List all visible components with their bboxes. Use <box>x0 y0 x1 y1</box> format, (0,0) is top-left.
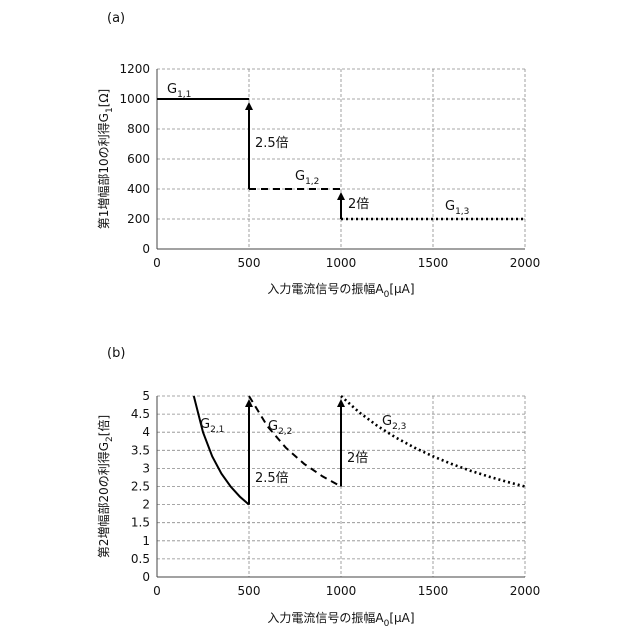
y-axis-title-unit: [Ω] <box>97 89 111 108</box>
y-axis-title-main: 第1増幅部10の利得G <box>96 113 111 229</box>
y-tick-label: 1 <box>142 534 150 548</box>
x-axis-title-unit: [μA] <box>389 611 414 625</box>
series-label-1-2: G1,2 <box>295 169 319 187</box>
y-tick-label: 3.5 <box>131 443 150 457</box>
series-label-main: G <box>445 199 455 214</box>
y-axis-title-main: 第2増幅部20の利得G <box>96 442 111 558</box>
jump-label: 2倍 <box>348 197 369 212</box>
y-tick-label: 2.5 <box>131 480 150 494</box>
x-tick-label: 0 <box>153 584 161 598</box>
y-tick-label: 4 <box>142 425 150 439</box>
y-tick-label: 0.5 <box>131 552 150 566</box>
y-tick-label: 2 <box>142 498 150 512</box>
y-tick-label: 5 <box>142 389 150 403</box>
y-tick-label: 1000 <box>119 92 150 106</box>
x-axis-title-main: 入力電流信号の振幅A <box>267 610 384 625</box>
jump-label: 2.5倍 <box>255 136 289 151</box>
series-label-1-1: G1,1 <box>167 82 191 100</box>
y-axis-title-unit: [倍] <box>96 415 111 436</box>
series-label-main: G <box>200 417 210 432</box>
series-label-main: G <box>382 414 392 429</box>
y-tick-label: 600 <box>127 152 150 166</box>
x-tick-label: 500 <box>238 584 261 598</box>
series-label-subscript: 2,2 <box>278 427 292 437</box>
series-label-subscript: 1,2 <box>305 177 319 187</box>
x-tick-label: 1500 <box>418 256 449 270</box>
chart-panel-a: (a) 0 200 400 600 800 1000 1200 0 500 1000 1500 2000… <box>96 11 540 300</box>
series-label-main: G <box>167 82 177 97</box>
series-label-2-2: G2,2 <box>268 419 292 437</box>
y-tick-label: 800 <box>127 122 150 136</box>
x-tick-label: 1000 <box>326 584 357 598</box>
series-label-2-3: G2,3 <box>382 414 406 432</box>
y-tick-label: 1200 <box>119 62 150 76</box>
x-axis-title-main: 入力電流信号の振幅A <box>267 281 384 296</box>
series-label-subscript: 1,1 <box>177 90 191 100</box>
series-label-subscript: 2,1 <box>210 425 224 435</box>
y-axis-title: 第2増幅部20の利得G2[倍] <box>96 415 115 558</box>
panel-label: (b) <box>107 346 125 361</box>
series-label-main: G <box>268 419 278 434</box>
series-label-subscript: 1,3 <box>455 207 469 217</box>
y-tick-label: 4.5 <box>131 407 150 421</box>
y-tick-label: 0 <box>142 242 150 256</box>
x-tick-label: 1000 <box>326 256 357 270</box>
y-tick-label: 400 <box>127 182 150 196</box>
x-tick-label: 1500 <box>418 584 449 598</box>
panel-label: (a) <box>107 11 125 26</box>
x-tick-label: 500 <box>238 256 261 270</box>
x-axis-title-unit: [μA] <box>389 282 414 296</box>
jump-label: 2.5倍 <box>255 471 289 486</box>
series-label-main: G <box>295 169 305 184</box>
x-tick-label: 0 <box>153 256 161 270</box>
jump-label: 2倍 <box>347 451 368 466</box>
y-tick-label: 200 <box>127 212 150 226</box>
x-axis-title: 入力電流信号の振幅A0[μA] <box>267 610 414 629</box>
y-tick-label: 0 <box>142 570 150 584</box>
series-label-1-3: G1,3 <box>445 199 469 217</box>
x-axis-title: 入力電流信号の振幅A0[μA] <box>267 281 414 300</box>
chart-panel-b: (b) 0 0.5 1 1.5 2 2.5 3 3.5 4 4.5 5 0 500 1000 1500 2000… <box>96 346 540 629</box>
x-tick-label: 2000 <box>510 584 541 598</box>
series-label-subscript: 2,3 <box>392 422 406 432</box>
y-tick-label: 3 <box>142 461 150 475</box>
y-tick-label: 1.5 <box>131 516 150 530</box>
y-axis-title: 第1増幅部10の利得G1[Ω] <box>96 89 115 230</box>
x-tick-label: 2000 <box>510 256 541 270</box>
